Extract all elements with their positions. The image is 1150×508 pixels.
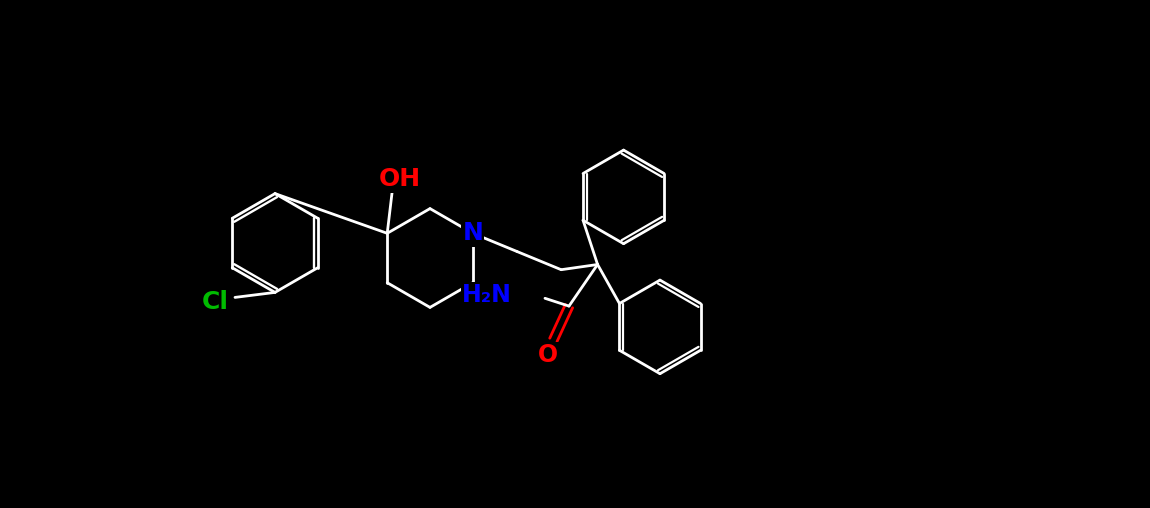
Text: N: N: [462, 221, 483, 245]
Text: Cl: Cl: [201, 291, 229, 314]
Text: H₂N: H₂N: [462, 283, 512, 307]
Text: O: O: [538, 343, 559, 367]
Text: OH: OH: [380, 167, 421, 192]
